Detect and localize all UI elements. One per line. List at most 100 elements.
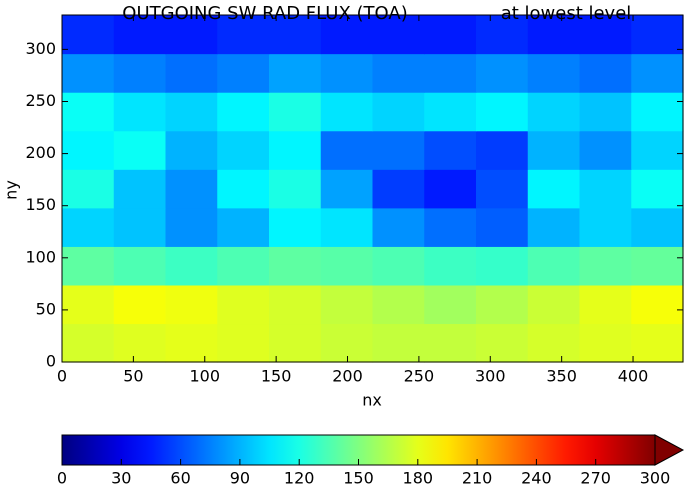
heat-cell	[165, 284, 218, 325]
heat-cell	[476, 130, 529, 170]
heat-cell	[424, 323, 477, 363]
colorbar-tick-label: 180	[403, 469, 434, 488]
heat-cell	[165, 323, 218, 363]
colorbar-extension	[654, 434, 685, 466]
heat-cell	[269, 53, 322, 93]
colorbar-tick-label: 30	[111, 469, 131, 488]
heat-cell	[217, 169, 270, 209]
heat-cell	[424, 246, 477, 286]
heat-cell	[476, 207, 529, 247]
x-tick-label: 100	[189, 367, 220, 386]
heat-cell	[631, 169, 684, 209]
heat-cell	[527, 284, 581, 325]
heat-cell	[631, 323, 684, 363]
heat-cell	[62, 92, 115, 132]
heat-cell	[527, 15, 581, 55]
y-tick-label: 200	[25, 143, 56, 162]
heat-cell	[424, 169, 477, 209]
heat-cell	[320, 53, 374, 93]
heat-cell	[113, 53, 167, 93]
heat-cell	[62, 53, 115, 93]
heat-cell	[579, 15, 632, 55]
heat-cell	[631, 15, 684, 55]
heat-cell	[372, 323, 425, 363]
heat-cell	[165, 53, 218, 93]
heat-cell	[476, 92, 529, 132]
colorbar-tick-label: 90	[230, 469, 250, 488]
heat-cell	[424, 207, 477, 247]
heat-cell	[372, 169, 425, 209]
colorbar-tick-label: 120	[284, 469, 315, 488]
heat-cell	[62, 169, 115, 209]
heat-cell	[579, 92, 632, 132]
colorbar-tick-label: 300	[640, 469, 671, 488]
heat-cell	[113, 15, 167, 55]
heat-cell	[372, 15, 425, 55]
heat-cell	[269, 169, 322, 209]
heat-cell	[424, 92, 477, 132]
heat-cell	[269, 92, 322, 132]
y-tick-label: 100	[25, 247, 56, 266]
y-tick-label: 0	[46, 352, 56, 371]
heat-cell	[320, 169, 374, 209]
y-tick-label: 50	[36, 299, 56, 318]
heat-cell	[165, 207, 218, 247]
heat-cell	[476, 246, 529, 286]
heat-cell	[217, 53, 270, 93]
heat-cell	[527, 169, 581, 209]
heat-cell	[269, 284, 322, 325]
heat-cell	[631, 207, 684, 247]
x-tick-label: 50	[123, 367, 143, 386]
heat-cell	[579, 246, 632, 286]
heat-cell	[113, 92, 167, 132]
heat-cell	[476, 323, 529, 363]
heat-cell	[476, 15, 529, 55]
heat-cell	[320, 246, 374, 286]
heat-cell	[372, 92, 425, 132]
heat-cell	[217, 323, 270, 363]
y-tick-label: 150	[25, 195, 56, 214]
heat-cell	[269, 130, 322, 170]
heat-cell	[631, 284, 684, 325]
chart-subtitle: at lowest level	[501, 3, 632, 24]
heat-cell	[62, 15, 115, 55]
heat-cell	[320, 15, 374, 55]
x-axis-label: nx	[362, 391, 382, 410]
y-tick-label: 250	[25, 91, 56, 110]
heat-cell	[527, 53, 581, 93]
heat-cell	[165, 169, 218, 209]
heat-cell	[372, 53, 425, 93]
heat-cell	[165, 130, 218, 170]
heat-cell	[372, 130, 425, 170]
heat-cell	[269, 207, 322, 247]
heat-cell	[320, 323, 374, 363]
heat-cell	[579, 284, 632, 325]
heat-cell	[62, 130, 115, 170]
heat-cell	[320, 92, 374, 132]
y-axis-label: ny	[2, 180, 21, 200]
heat-cell	[320, 130, 374, 170]
heat-cell	[113, 207, 167, 247]
heat-cell	[269, 323, 322, 363]
heat-cell	[579, 130, 632, 170]
chart-title: OUTGOING SW RAD FLUX (TOA)	[122, 3, 407, 24]
colorbar-tick-label: 270	[580, 469, 611, 488]
heat-cell	[113, 246, 167, 286]
heat-cell	[217, 284, 270, 325]
heat-cell	[217, 15, 270, 55]
x-tick-label: 250	[404, 367, 435, 386]
heat-cell	[579, 207, 632, 247]
heat-cell	[631, 92, 684, 132]
heat-cell	[424, 130, 477, 170]
heat-cell	[527, 323, 581, 363]
plot-frame	[61, 14, 684, 363]
heat-cell	[424, 53, 477, 93]
heat-cell	[476, 53, 529, 93]
x-tick-label: 0	[57, 367, 67, 386]
heat-cell	[527, 92, 581, 132]
x-tick-label: 400	[618, 367, 649, 386]
heat-cell	[62, 323, 115, 363]
heat-cell	[320, 207, 374, 247]
heat-cell	[165, 92, 218, 132]
